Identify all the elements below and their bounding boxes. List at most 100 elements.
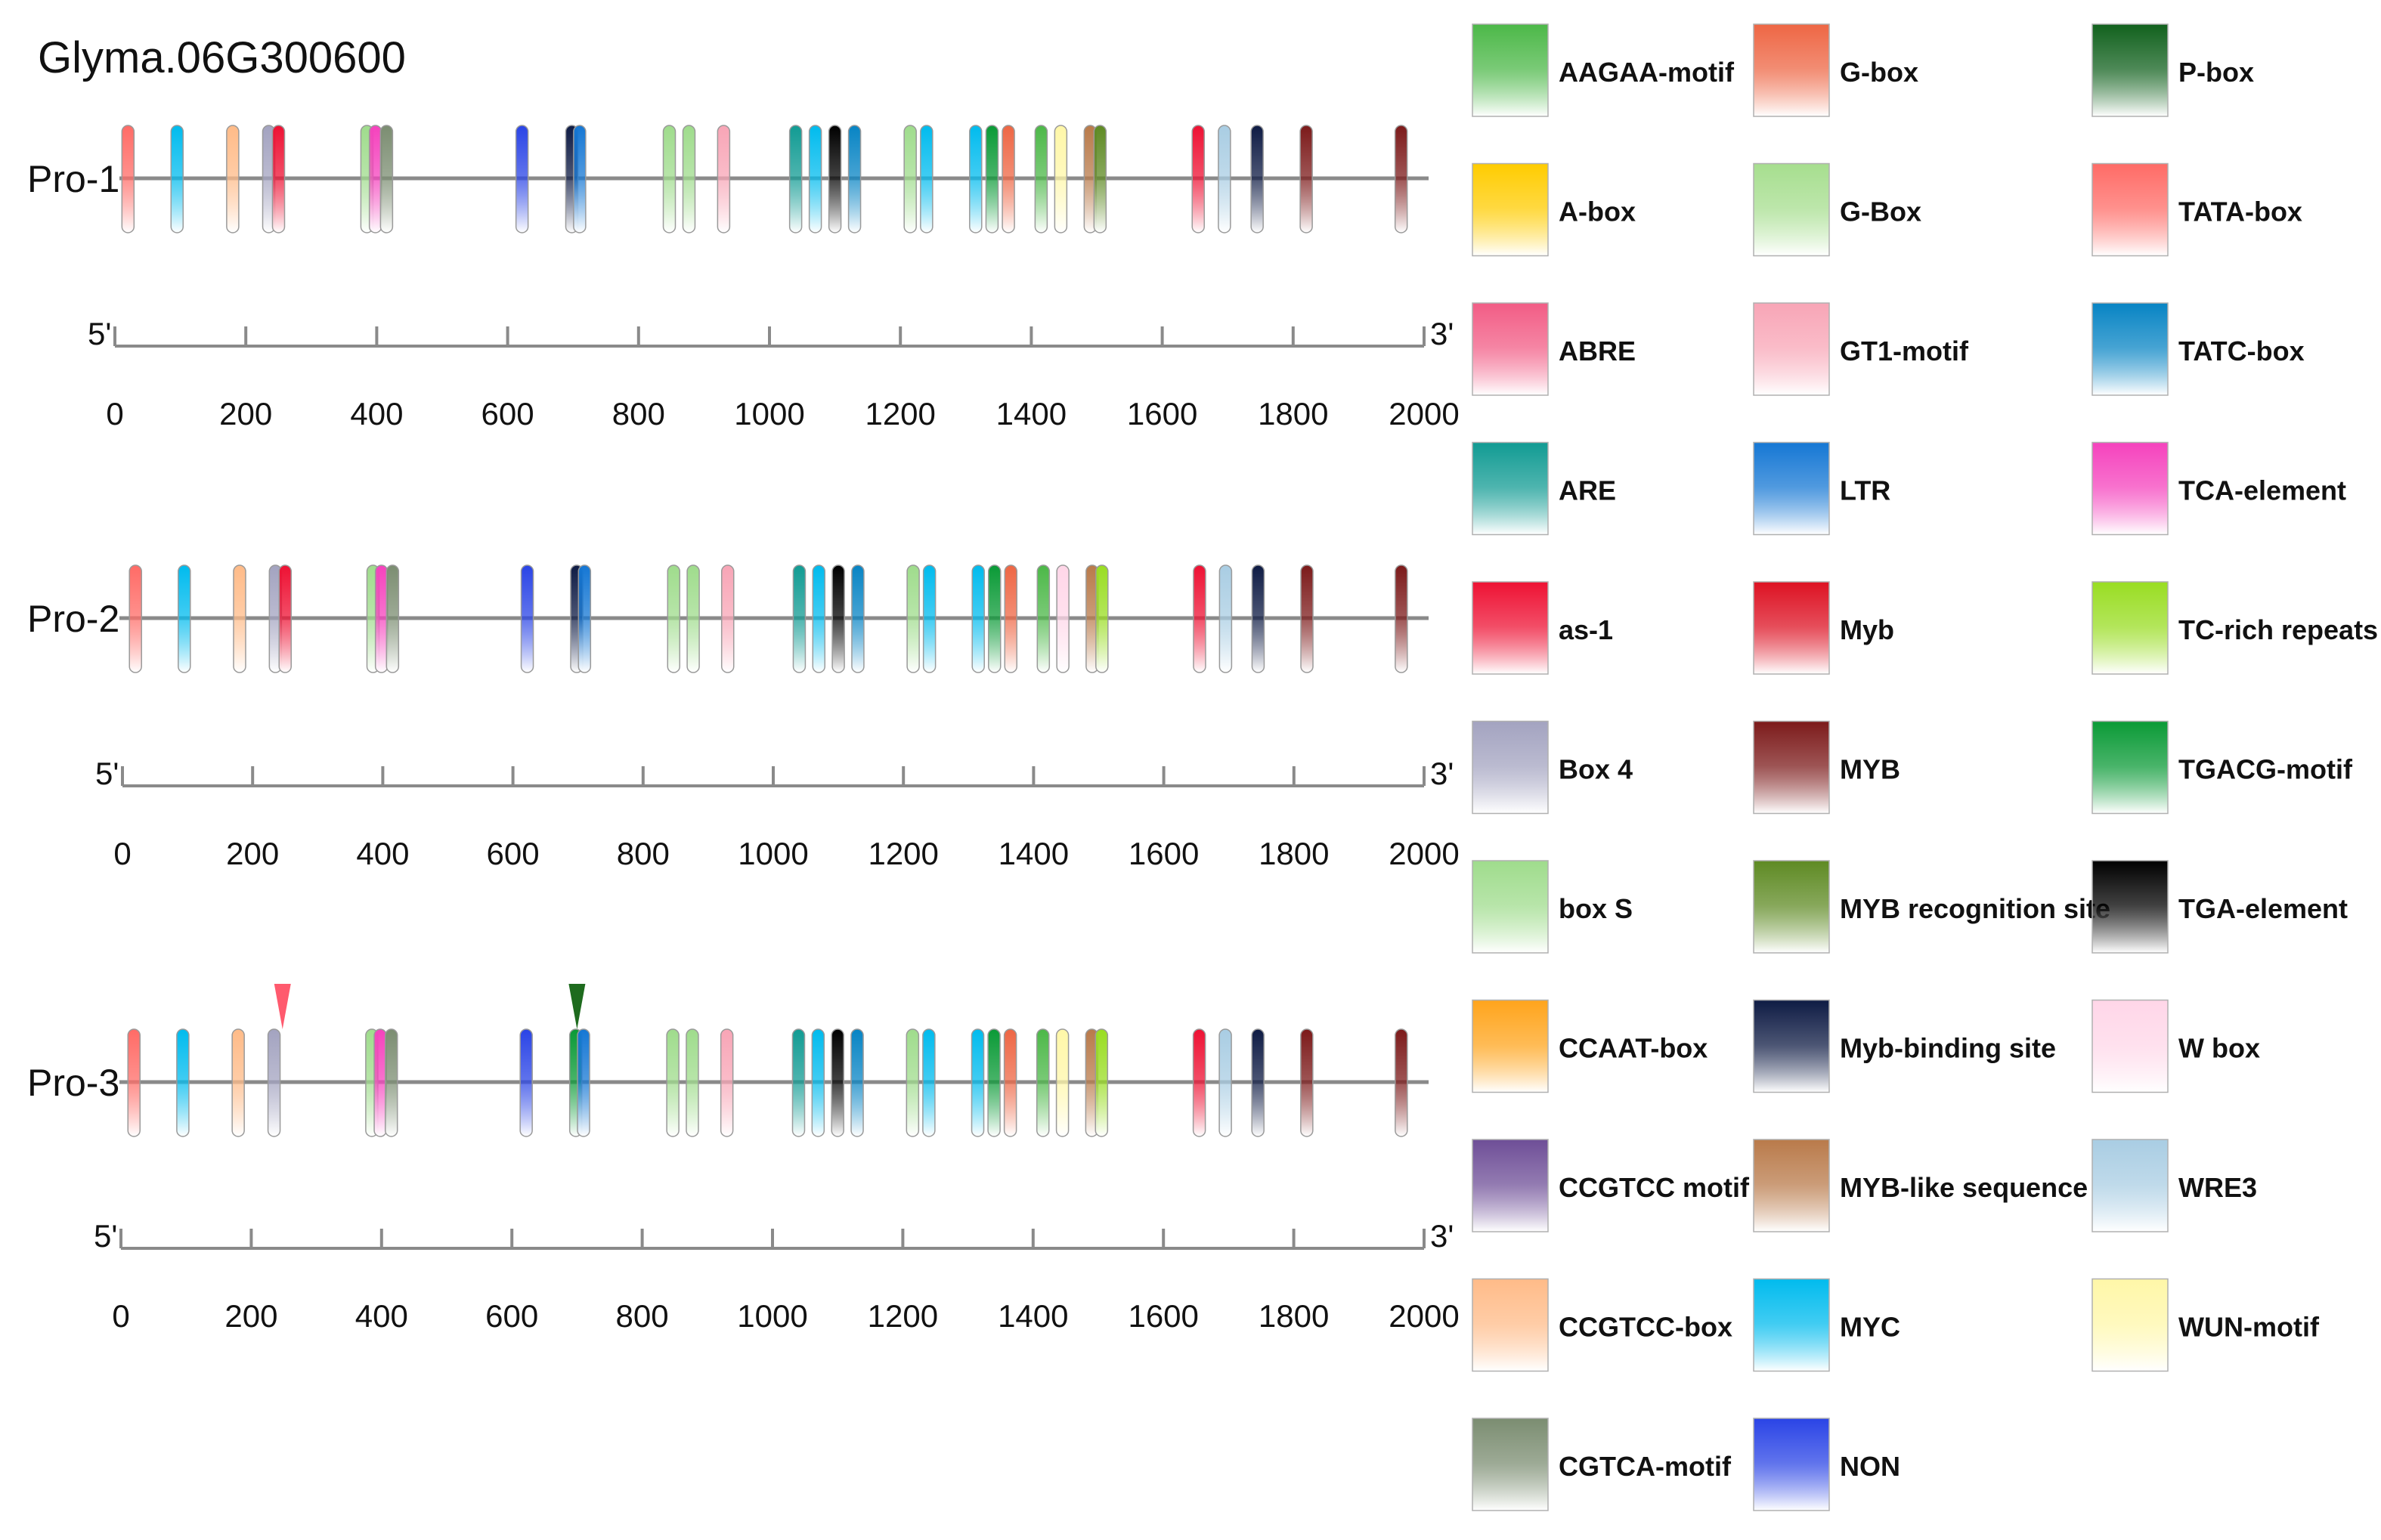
legend-label: MYB-like sequence [1840,1172,2088,1203]
element-ltr [577,564,592,673]
element-non [520,564,534,673]
element-w-box [1056,564,1070,673]
legend-item-w-box: W box [2092,999,2260,1093]
tick-label: 600 [485,1298,538,1334]
tick-label: 2000 [1389,1298,1459,1334]
tick-label: 400 [350,396,403,431]
legend-label: A-box [1559,196,1636,227]
legend-item-ccgtcc-box: CCGTCC-box [1472,1278,1732,1372]
element-box-s [906,564,920,673]
legend-label: WUN-motif [2178,1312,2320,1343]
tick-label: 1600 [1127,396,1197,431]
legend-item-g-box: G-Box [1753,162,1921,257]
legend-label: box S [1559,893,1633,924]
legend-item-cgtca-motif: CGTCA-motif [1472,1418,1732,1511]
legend-item-tc-rich-repeats: TC-rich repeats [2092,581,2378,675]
legend-item-myc: MYC [1753,1278,1900,1372]
legend-swatch [1753,302,1830,396]
legend-swatch [1472,581,1549,675]
marker-triangle [568,984,586,1029]
tick-label: 600 [481,396,534,431]
element-myb-binding-site [1250,125,1264,233]
element-cgtca-motif [385,564,400,673]
legend-swatch [1472,302,1549,396]
legend-item-box-s: box S [1472,860,1633,954]
tick-label: 800 [616,1298,669,1334]
element-box-4 [267,1028,281,1137]
legend-swatch [1753,23,1830,117]
tick-label: 2000 [1389,836,1459,871]
tick-label: 0 [112,1298,129,1334]
element-non [515,125,529,233]
legend-swatch [2092,162,2169,257]
legend-item-tata-box: TATA-box [2092,162,2302,257]
legend-item-myb-recognition-site: MYB recognition site [1753,860,2110,954]
legend-item-as-1: as-1 [1472,581,1613,675]
element-box-s [903,125,917,233]
tick-label: 1400 [996,396,1067,431]
five-prime-label: 5' [88,316,111,351]
element-box-s [667,564,681,673]
element-as-1 [271,125,286,233]
tick-label: 1800 [1259,1298,1329,1334]
legend-swatch [1472,860,1549,954]
element-myc [920,125,934,233]
element-g-box [1003,1028,1017,1137]
tick-label: 1200 [865,396,935,431]
element-myc [971,1028,985,1137]
legend-swatch [1753,1278,1830,1372]
element-tc-rich-repeats [1095,564,1109,673]
legend-label: W box [2178,1033,2260,1064]
legend-swatch [2092,1278,2169,1372]
legend-swatch [2092,441,2169,536]
element-tatc-box [847,125,862,233]
legend-label: MYC [1840,1312,1900,1343]
legend-swatch [1753,1418,1830,1511]
legend-swatch [2092,302,2169,396]
tick-label: 1600 [1128,1298,1198,1334]
element-myc [969,125,983,233]
element-myc [176,1028,190,1137]
promoter-1: Pro-1 5' 3' 0 200 400 600 800 1000 1200 1400 1600 18… [27,125,1460,431]
legend-swatch [1753,720,1830,815]
element-box-s [662,125,677,233]
position-axis: 5' 3' 0 200 400 600 800 1000 1200 1400 1600 1800 200… [94,1218,1460,1334]
element-myc [170,125,184,233]
tick-label: 200 [226,836,279,871]
element-wun-motif [1055,1028,1070,1137]
element-tga-element [831,564,845,673]
legend-item-tga-element: TGA-element [2092,860,2348,954]
legend-label: TATC-box [2178,336,2305,366]
element-myb-recognition-site [1093,125,1107,233]
legend-label: MYB recognition site [1840,893,2110,924]
legend-swatch [1472,720,1549,815]
legend-label: as-1 [1559,614,1613,645]
element-ltr [573,125,587,233]
tick-label: 200 [219,396,272,431]
promoter-label: Pro-2 [27,598,119,640]
legend-swatch [1753,162,1830,257]
element-myc [812,564,826,673]
tick-label: 1800 [1258,396,1328,431]
element-box-s [666,1028,680,1137]
legend-item-tatc-box: TATC-box [2092,302,2305,396]
legend-label: CCGTCC motif [1559,1172,1750,1203]
legend-swatch [1472,999,1549,1093]
legend-swatch [1753,441,1830,536]
element-box-s [686,564,700,673]
legend-label: P-box [2178,57,2254,88]
legend-label: WRE3 [2178,1172,2257,1203]
tick-label: 1000 [734,396,804,431]
tick-label: 1000 [737,1298,807,1334]
element-tc-rich-repeats [1095,1028,1109,1137]
element-as-1 [1192,1028,1206,1137]
legend-label: TATA-box [2178,196,2302,227]
legend-item-tgacg-motif: TGACG-motif [2092,720,2353,815]
tick-label: 200 [224,1298,277,1334]
element-myb [1395,1028,1408,1137]
element-gt1-motif [720,564,735,673]
legend-swatch [1472,162,1549,257]
tick-label: 0 [113,836,131,871]
element-myb-binding-site [1251,564,1265,673]
